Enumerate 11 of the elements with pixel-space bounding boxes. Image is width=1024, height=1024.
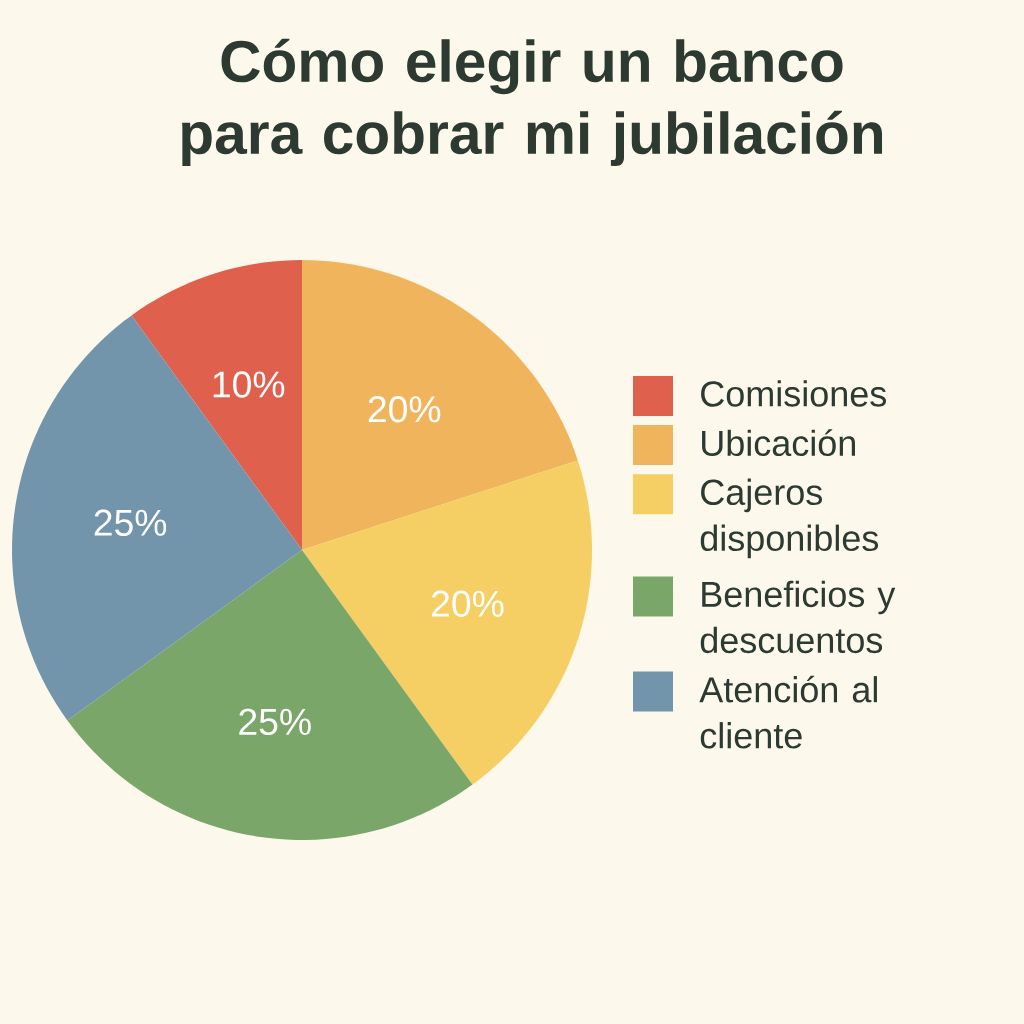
data-label: 25% [239, 708, 311, 736]
legend-label: Beneficios y descuentos [700, 580, 896, 654]
legend-label: Ubicación [702, 429, 855, 457]
data-label: 20% [432, 590, 504, 617]
data-label: 25% [94, 509, 167, 536]
data-label: 10% [213, 371, 285, 398]
legend-label: Comisiones [701, 380, 887, 407]
data-label: 20% [368, 396, 441, 423]
chart-title: Cómo elegir un banco para cobrar mi jubilación [182, 38, 883, 166]
legend-label: Atención al cliente [699, 675, 877, 749]
legend-label: Cajeros disponibles [700, 478, 879, 559]
